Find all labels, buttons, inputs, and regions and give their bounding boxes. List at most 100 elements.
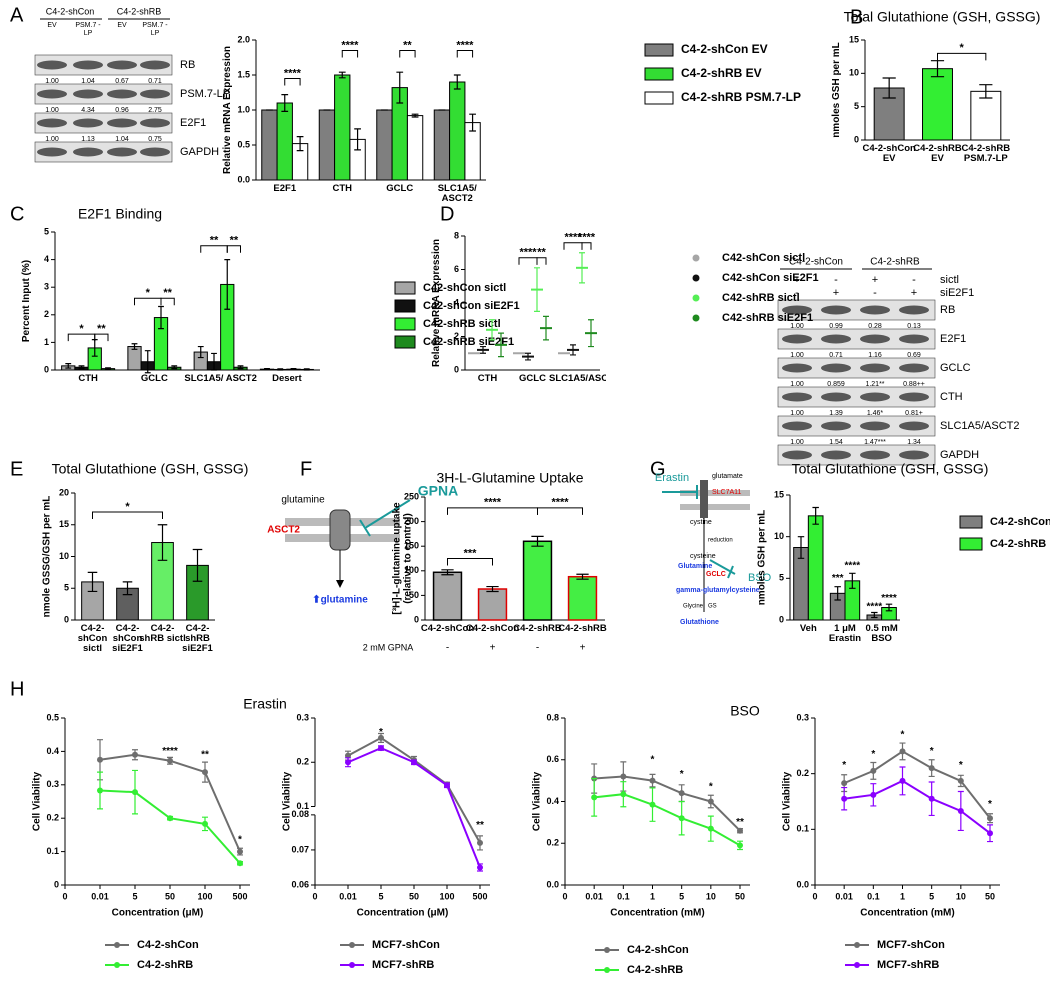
error-bar bbox=[469, 113, 476, 132]
blot-quant: 1.00 bbox=[45, 107, 59, 114]
blot-quant: 0.28 bbox=[868, 323, 882, 330]
y-tick-label: 6 bbox=[454, 264, 459, 274]
x-tick-label-box: C4-2-shCon siE2F1 bbox=[112, 624, 143, 654]
error-bar bbox=[290, 368, 297, 371]
blot-band bbox=[73, 118, 103, 128]
diagram-label: Erastin bbox=[655, 472, 689, 484]
legend-swatch bbox=[349, 962, 355, 968]
blot-band bbox=[73, 89, 103, 99]
membrane bbox=[680, 490, 750, 496]
x-tick-label: C4-2-shCon siE2F1 bbox=[112, 624, 143, 654]
significance-bracket bbox=[536, 257, 547, 265]
panel-label: H bbox=[10, 678, 24, 700]
y-axis-label: nmoles GSH per mL bbox=[756, 509, 767, 606]
blot-band bbox=[899, 450, 929, 460]
y-tick-label: 4 bbox=[44, 254, 49, 264]
significance-label: * bbox=[988, 799, 992, 810]
blot-band bbox=[860, 392, 890, 402]
blot-strip bbox=[777, 299, 936, 321]
legend-label: MCF7-shCon bbox=[877, 939, 945, 951]
y-tick-label: 0.4 bbox=[46, 746, 59, 756]
condition-mark: + bbox=[833, 287, 839, 299]
bar bbox=[318, 109, 336, 181]
y-tick-label: 200 bbox=[404, 516, 419, 526]
point bbox=[649, 777, 656, 784]
y-tick-label: 5 bbox=[854, 101, 859, 111]
bar bbox=[127, 346, 142, 371]
error-bar bbox=[531, 535, 544, 547]
significance-bracket bbox=[94, 333, 109, 342]
legend-label: C42-shRB sictl bbox=[423, 318, 501, 330]
blot-quant: 0.67 bbox=[115, 78, 129, 85]
blot-label: PSM.7-LP bbox=[180, 88, 230, 100]
legend-swatch bbox=[959, 537, 983, 551]
legend-swatch bbox=[349, 942, 355, 948]
y-axis-label-box: Percent Input (%) bbox=[21, 260, 32, 342]
blot-lane-box: EV bbox=[47, 22, 56, 29]
x-tick-label: SLC1A5/ ASCT2 bbox=[437, 184, 477, 204]
diagram-label: glutamine bbox=[281, 495, 325, 506]
legend-label: C4-2-shRB bbox=[627, 964, 683, 976]
panel-label: A bbox=[10, 4, 24, 26]
point bbox=[591, 794, 598, 801]
x-tick-label: C4-2-shRB siE2F1 bbox=[182, 624, 213, 654]
x-tick-label: GCLC bbox=[519, 374, 546, 384]
y-tick-label: 1 bbox=[44, 337, 49, 347]
x-tick-label: C4-2-shRB PSM.7-LP bbox=[961, 144, 1011, 164]
point bbox=[202, 820, 208, 827]
point bbox=[957, 807, 964, 814]
blot-quant: 4.34 bbox=[81, 107, 95, 114]
error-bar bbox=[885, 603, 893, 612]
y-tick-label: 0 bbox=[454, 364, 459, 374]
point bbox=[378, 745, 384, 752]
x-tick-label: C4-2-shCon sictl bbox=[77, 624, 108, 654]
x-tick-label: 1 bbox=[900, 891, 905, 901]
diagram-f: glutamine ASCT2 GPNA ⬆glutamine bbox=[267, 483, 458, 606]
y-tick-label: 0.6 bbox=[546, 754, 559, 764]
x-tick-label-box: 1 μM Erastin bbox=[829, 624, 861, 644]
blot-group: C4-2-shCon bbox=[789, 257, 843, 268]
blot-band bbox=[860, 334, 890, 344]
blot-lane: EV bbox=[117, 22, 127, 29]
error-bar bbox=[264, 368, 270, 371]
significance-label: *** bbox=[464, 547, 478, 559]
chart-title: Total Glutathione (GSH, GSSG) bbox=[844, 9, 1041, 25]
error-bar bbox=[157, 524, 168, 561]
error-bar bbox=[812, 506, 819, 525]
significance-label: **** bbox=[284, 67, 302, 79]
x-tick-label: GCLC bbox=[386, 184, 414, 194]
blot-band bbox=[821, 334, 851, 344]
y-tick-label: 0 bbox=[44, 364, 49, 374]
y-tick-label: 0.06 bbox=[291, 879, 309, 889]
y-tick-label: 10 bbox=[59, 551, 69, 561]
point bbox=[870, 767, 877, 774]
panel-label: C bbox=[10, 203, 24, 225]
y-tick-label: 0.0 bbox=[796, 879, 809, 889]
blot-band bbox=[73, 147, 103, 157]
y-tick-label: 0.2 bbox=[796, 768, 809, 778]
significance-label: **** bbox=[551, 497, 569, 509]
legend-label: MCF7-shRB bbox=[877, 959, 939, 971]
point bbox=[132, 751, 138, 758]
blot-band bbox=[899, 334, 929, 344]
point bbox=[928, 765, 935, 772]
blot-quant: 1.00 bbox=[790, 410, 804, 417]
error-bar bbox=[65, 363, 72, 369]
bar bbox=[922, 68, 953, 141]
point bbox=[237, 848, 243, 855]
y-tick-label: 100 bbox=[404, 565, 419, 575]
legend-label: C4-2-shRB EV bbox=[681, 66, 762, 80]
y-axis-label-box: [³H]-L-glutamine uptake (relative to con… bbox=[391, 502, 413, 614]
legend-label: C4-2-shCon bbox=[627, 944, 689, 956]
error-bar bbox=[122, 581, 133, 596]
diagram-label: GPNA bbox=[418, 483, 458, 499]
series-line bbox=[99, 789, 241, 864]
significance-label: **** bbox=[162, 746, 178, 757]
y-axis-label: Relative mRNA Expression bbox=[222, 46, 233, 175]
y-tick-label: 4 bbox=[454, 297, 459, 307]
error-bar bbox=[281, 94, 289, 112]
blot-band bbox=[37, 60, 67, 70]
x-tick-label-box: Desert bbox=[272, 374, 302, 384]
